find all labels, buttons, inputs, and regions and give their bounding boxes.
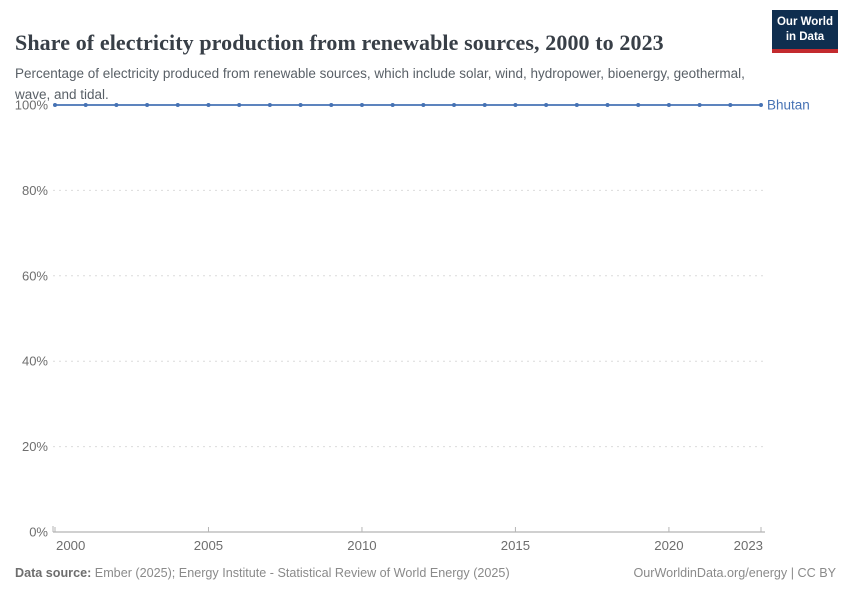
- data-point-bhutan-2007[interactable]: [267, 103, 272, 107]
- owid-logo[interactable]: Our World in Data: [772, 10, 838, 53]
- data-point-bhutan-2008[interactable]: [298, 103, 303, 107]
- data-point-bhutan-2002[interactable]: [114, 103, 119, 107]
- data-source-note: Data source: Ember (2025); Energy Instit…: [15, 566, 510, 580]
- data-point-bhutan-2000[interactable]: [53, 103, 57, 107]
- data-point-bhutan-2011[interactable]: [390, 103, 395, 107]
- data-point-bhutan-2018[interactable]: [605, 103, 610, 107]
- data-point-bhutan-2013[interactable]: [452, 103, 457, 107]
- data-point-bhutan-2004[interactable]: [175, 103, 180, 107]
- x-tick-label-2000: 2000: [56, 538, 85, 553]
- data-point-bhutan-2023[interactable]: [759, 103, 763, 107]
- data-source-label: Data source:: [15, 566, 92, 580]
- data-source-value: Ember (2025); Energy Institute - Statist…: [91, 566, 510, 580]
- entity-label-bhutan[interactable]: Bhutan: [767, 98, 810, 113]
- y-tick-label-40: 40%: [22, 354, 48, 369]
- owid-logo-text: Our World in Data: [772, 10, 838, 49]
- x-tick-label-2010: 2010: [347, 538, 376, 553]
- data-point-bhutan-2005[interactable]: [206, 103, 211, 107]
- owid-logo-stripe: [772, 48, 838, 53]
- data-point-bhutan-2019[interactable]: [636, 103, 641, 107]
- data-point-bhutan-2020[interactable]: [666, 103, 671, 107]
- data-point-bhutan-2022[interactable]: [728, 103, 733, 107]
- data-point-bhutan-2021[interactable]: [697, 103, 702, 107]
- x-tick-label-2005: 2005: [194, 538, 223, 553]
- x-tick-label-2015: 2015: [501, 538, 530, 553]
- chart-footer: Data source: Ember (2025); Energy Instit…: [15, 566, 836, 580]
- license-credit[interactable]: OurWorldinData.org/energy | CC BY: [633, 566, 836, 580]
- page-title: Share of electricity production from ren…: [15, 29, 664, 55]
- owid-logo-line1: Our World: [776, 16, 833, 28]
- x-tick-label-2023: 2023: [734, 538, 763, 553]
- data-point-bhutan-2010[interactable]: [359, 103, 364, 107]
- y-tick-label-0: 0%: [29, 525, 48, 540]
- x-tick-label-2020: 2020: [654, 538, 683, 553]
- data-point-bhutan-2001[interactable]: [83, 103, 88, 107]
- data-point-bhutan-2009[interactable]: [329, 103, 334, 107]
- data-point-bhutan-2014[interactable]: [482, 103, 487, 107]
- data-point-bhutan-2012[interactable]: [421, 103, 426, 107]
- data-point-bhutan-2006[interactable]: [237, 103, 242, 107]
- y-tick-label-20: 20%: [22, 439, 48, 454]
- owid-logo-line2: in Data: [785, 30, 825, 43]
- data-point-bhutan-2015[interactable]: [513, 103, 518, 107]
- data-point-bhutan-2017[interactable]: [574, 103, 579, 107]
- y-tick-label-60: 60%: [22, 268, 48, 283]
- page-subtitle: Percentage of electricity produced from …: [15, 65, 745, 103]
- y-tick-label-80: 80%: [22, 183, 48, 198]
- y-tick-label-100: 100%: [15, 98, 49, 113]
- data-point-bhutan-2003[interactable]: [145, 103, 150, 107]
- data-point-bhutan-2016[interactable]: [544, 103, 549, 107]
